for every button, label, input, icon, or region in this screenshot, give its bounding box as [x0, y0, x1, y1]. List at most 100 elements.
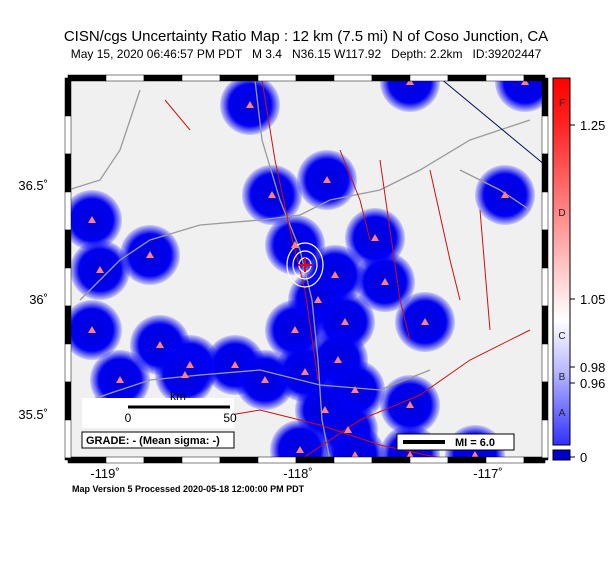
frame-segment [541, 419, 549, 459]
frame-segment [541, 77, 549, 117]
frame-segment [64, 457, 72, 461]
latitude-label: 36˚ [29, 292, 48, 307]
frame-segment [219, 74, 259, 82]
station [291, 241, 299, 248]
station [321, 406, 329, 413]
station [344, 426, 352, 433]
frame-segment [295, 456, 335, 464]
frame-segment [64, 381, 72, 421]
station [88, 326, 96, 333]
frame-segment [257, 456, 297, 464]
station [146, 251, 154, 258]
station [181, 371, 189, 378]
roads [68, 79, 531, 460]
longitude-label: -118˚ [283, 466, 312, 481]
subtitle: May 15, 2020 06:46:57 PM PDT M 3.4 N36.1… [71, 47, 542, 61]
grade: GRADE: - (Mean sigma: -) [86, 435, 220, 447]
frame-segment [409, 456, 449, 464]
frame-segment [64, 305, 72, 345]
station [406, 451, 414, 458]
frame-segment [485, 456, 525, 464]
frame-segment [257, 74, 297, 82]
colorbar-label: 0.98 [580, 360, 605, 375]
frame-segment [219, 456, 259, 464]
frame-segment [64, 343, 72, 383]
station [268, 191, 276, 198]
station [351, 386, 359, 393]
station [331, 271, 339, 278]
frame-segment [541, 191, 549, 231]
frame-segment [105, 74, 145, 82]
frame-segment [295, 74, 335, 82]
colorbar-label: 0 [580, 450, 587, 465]
station [501, 191, 509, 198]
footer: Map Version 5 Processed 2020-05-18 12:00… [72, 484, 305, 494]
frame-segment [333, 74, 373, 82]
station [88, 216, 96, 223]
station [323, 176, 331, 183]
colorbar-letter: F [559, 98, 565, 109]
frame-segment [181, 456, 221, 464]
station [341, 318, 349, 325]
station [296, 446, 304, 453]
colorbar-label: 1.05 [580, 292, 605, 307]
station [406, 78, 414, 85]
colorbar-gradient [552, 77, 571, 446]
map [68, 78, 545, 460]
station [421, 318, 429, 325]
scale-end: 50 [223, 411, 237, 425]
longitude-label: -119˚ [90, 466, 119, 481]
colorbar-letter: D [558, 208, 565, 219]
station [231, 361, 239, 368]
grade-box [81, 431, 235, 449]
frame-segment [64, 419, 72, 459]
scale-start: 0 [125, 411, 132, 425]
frame-segment [143, 74, 183, 82]
station [156, 341, 164, 348]
frame-segment [447, 456, 487, 464]
frame-segment [371, 74, 411, 82]
station [521, 78, 529, 85]
colorbar-zero [552, 449, 571, 461]
frame-segment [541, 229, 549, 269]
colorbar-label: 1.25 [580, 118, 605, 133]
frame-segment [67, 456, 107, 464]
latitude-label: 36.5˚ [18, 178, 48, 193]
frame-segment [371, 456, 411, 464]
station [186, 361, 194, 368]
station [351, 451, 359, 458]
frame-segment [541, 381, 549, 421]
boundary [439, 78, 545, 166]
colorbar-label: 0.96 [580, 376, 605, 391]
colorbar-letter: A [559, 408, 566, 419]
frame-segment [64, 191, 72, 231]
frame-segment [64, 267, 72, 307]
station [246, 101, 254, 108]
frame-segment [67, 74, 107, 82]
frame-segment [64, 153, 72, 193]
station [96, 266, 104, 273]
longitude-label: -117˚ [473, 466, 502, 481]
station-area [68, 190, 122, 250]
mi-box [396, 433, 515, 451]
frame-segment [409, 74, 449, 82]
latitude-label: 35.5˚ [18, 407, 48, 422]
frame-segment [181, 74, 221, 82]
frame-segment [541, 305, 549, 345]
frame-segment [64, 115, 72, 155]
station [406, 401, 414, 408]
scale-bar: km 0 50 [82, 389, 237, 428]
frame-segment [541, 343, 549, 383]
scale-box [82, 398, 234, 428]
frame-segment [64, 77, 72, 117]
station [471, 451, 479, 458]
station-area [495, 78, 545, 112]
station [314, 296, 322, 303]
station [116, 376, 124, 383]
station [381, 278, 389, 285]
frame-segment [64, 229, 72, 269]
frame-segment [143, 456, 183, 464]
frame-segment [485, 74, 525, 82]
frame-segment [541, 115, 549, 155]
